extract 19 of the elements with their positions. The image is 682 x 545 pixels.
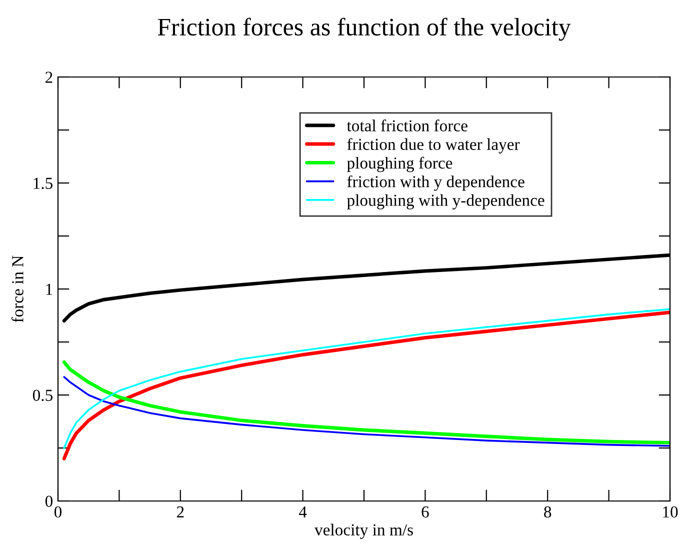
y-tick-label: 0.5 <box>32 390 52 402</box>
x-tick-label: 0 <box>54 506 62 518</box>
legend-label: ploughing force <box>347 156 452 172</box>
x-tick-label: 2 <box>176 506 184 518</box>
y-axis-title: force in N <box>11 256 24 322</box>
legend-label: total friction force <box>346 119 468 132</box>
x-tick-label: 6 <box>422 506 429 518</box>
chart-title: Friction forces as function of the velocity <box>158 18 571 41</box>
x-axis-title: velocity in m/s <box>314 524 413 539</box>
y-tick-label: 2 <box>46 72 52 83</box>
y-tick-label: 0 <box>45 496 53 507</box>
x-tick-label: 8 <box>544 506 552 518</box>
legend-label: ploughing with y-dependence <box>347 194 544 210</box>
legend-label: friction due to water layer <box>347 138 520 154</box>
x-tick-label: 4 <box>298 506 307 518</box>
legend-label: friction with y dependence <box>347 175 524 191</box>
x-tick-label: 10 <box>663 506 678 518</box>
y-tick-label: 1 <box>46 284 52 295</box>
y-tick-label: 1.5 <box>34 178 52 190</box>
